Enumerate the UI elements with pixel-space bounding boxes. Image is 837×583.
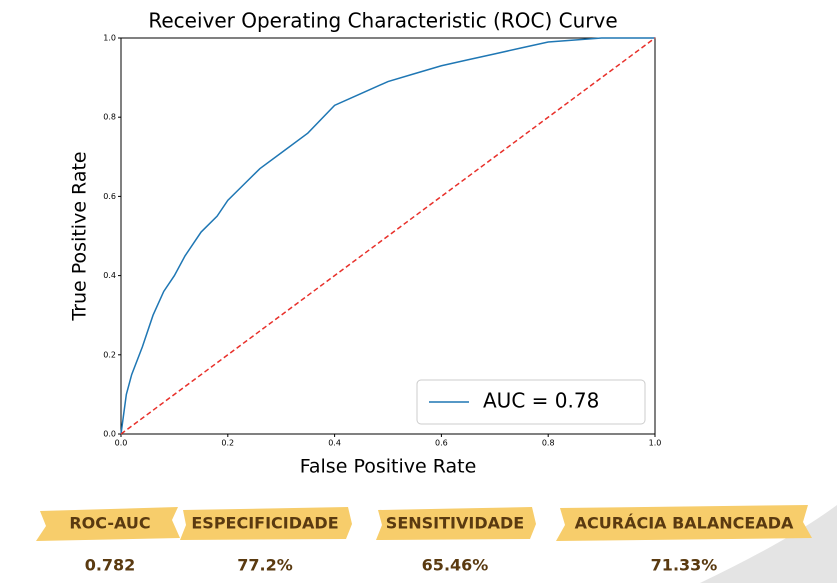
legend-box [416,379,646,425]
plot-frame [120,37,656,435]
x-tick-label: 0.2 [221,439,234,448]
x-tick-label: 0.0 [115,439,128,448]
y-tick-label: 0.2 [103,350,116,359]
x-tick-label: 0.8 [542,439,555,448]
metric-value: 71.33% [651,556,718,575]
series-line [120,37,656,435]
metric-label: SENSITIVIDADE [386,514,524,533]
y-tick-label: 0.4 [103,271,116,280]
metric-value: 77.2% [237,556,293,575]
y-tick-label: 0.0 [103,430,116,439]
y-tick-label: 0.8 [103,113,116,122]
y-tick-label: 1.0 [103,34,116,43]
y-axis-label: True Positive Rate [69,151,91,321]
metric-label: ESPECIFICIDADE [191,514,338,533]
corner-decoration [700,505,837,583]
metric-value: 65.46% [422,556,489,575]
x-tick-label: 0.6 [435,439,448,448]
y-tick-label: 0.6 [103,192,116,201]
chart-title: Receiver Operating Characteristic (ROC) … [148,9,617,33]
highlight [556,505,812,541]
highlight [376,507,536,540]
highlight [180,507,352,540]
highlight [36,507,180,541]
metric-label: ROC-AUC [69,514,150,533]
x-tick-label: 1.0 [649,439,662,448]
x-tick-label: 0.4 [328,439,341,448]
series-line [120,37,655,435]
metric-value: 0.782 [85,556,136,575]
legend-label: AUC = 0.78 [483,389,599,413]
metric-label: ACURÁCIA BALANCEADA [575,514,794,533]
x-axis-label: False Positive Rate [300,456,477,478]
